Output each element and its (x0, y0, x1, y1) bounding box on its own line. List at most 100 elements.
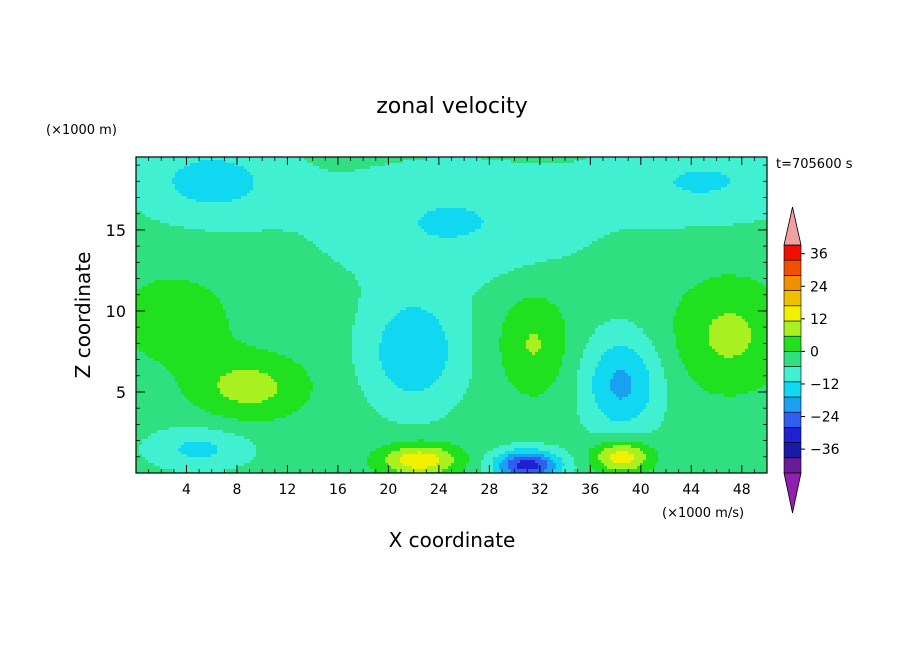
field-cell (544, 205, 547, 208)
field-cell (703, 184, 706, 187)
field-cell (151, 178, 154, 181)
field-cell (724, 169, 727, 172)
field-cell (730, 193, 733, 196)
field-cell (160, 187, 163, 190)
field-cell (460, 214, 463, 217)
field-cell (565, 196, 568, 199)
field-cell (208, 169, 211, 172)
field-cell (184, 172, 187, 175)
field-cell (478, 199, 481, 202)
field-cell (610, 190, 613, 193)
field-cell (688, 208, 691, 211)
field-cell (295, 163, 298, 166)
field-cell (448, 220, 451, 223)
field-cell (175, 172, 178, 175)
field-cell (724, 208, 727, 211)
field-cell (565, 202, 568, 205)
field-cell (202, 172, 205, 175)
field-cell (733, 205, 736, 208)
field-cell (172, 199, 175, 202)
field-cell (565, 172, 568, 175)
field-cell (496, 214, 499, 217)
field-cell (616, 202, 619, 205)
field-cell (490, 217, 493, 220)
field-cell (538, 217, 541, 220)
field-cell (535, 190, 538, 193)
field-cell (265, 166, 268, 169)
field-cell (217, 169, 220, 172)
field-cell (685, 166, 688, 169)
field-cell (568, 208, 571, 211)
field-cell (175, 202, 178, 205)
field-cell (496, 163, 499, 166)
field-cell (757, 214, 760, 217)
field-cell (358, 187, 361, 190)
field-cell (616, 172, 619, 175)
field-cell (211, 187, 214, 190)
field-cell (322, 160, 325, 163)
field-cell (187, 223, 190, 226)
field-cell (589, 217, 592, 220)
field-cell (727, 196, 730, 199)
field-cell (661, 208, 664, 211)
field-cell (412, 181, 415, 184)
field-cell (529, 181, 532, 184)
field-cell (208, 181, 211, 184)
field-cell (391, 163, 394, 166)
field-cell (235, 172, 238, 175)
field-cell (604, 160, 607, 163)
field-cell (688, 190, 691, 193)
field-cell (364, 181, 367, 184)
field-cell (415, 214, 418, 217)
field-cell (172, 163, 175, 166)
field-cell (607, 211, 610, 214)
field-cell (256, 184, 259, 187)
field-cell (727, 181, 730, 184)
field-cell (469, 193, 472, 196)
field-cell (232, 184, 235, 187)
field-cell (670, 178, 673, 181)
field-cell (586, 199, 589, 202)
field-cell (643, 175, 646, 178)
field-cell (472, 199, 475, 202)
field-cell (298, 169, 301, 172)
field-cell (268, 199, 271, 202)
field-cell (517, 163, 520, 166)
field-cell (736, 202, 739, 205)
field-cell (211, 172, 214, 175)
field-cell (586, 211, 589, 214)
field-cell (361, 184, 364, 187)
field-cell (400, 169, 403, 172)
field-cell (217, 166, 220, 169)
field-cell (190, 211, 193, 214)
field-cell (502, 226, 505, 229)
field-cell (499, 181, 502, 184)
field-cell (376, 166, 379, 169)
field-cell (529, 199, 532, 202)
field-cell (571, 169, 574, 172)
field-cell (703, 223, 706, 226)
field-cell (160, 178, 163, 181)
field-cell (736, 214, 739, 217)
field-cell (286, 217, 289, 220)
field-cell (757, 163, 760, 166)
field-cell (391, 208, 394, 211)
field-cell (499, 178, 502, 181)
field-cell (169, 214, 172, 217)
field-cell (619, 202, 622, 205)
field-cell (454, 202, 457, 205)
field-cell (220, 205, 223, 208)
field-cell (757, 199, 760, 202)
field-cell (310, 166, 313, 169)
field-cell (343, 226, 346, 229)
field-cell (469, 163, 472, 166)
field-cell (283, 202, 286, 205)
field-cell (670, 193, 673, 196)
field-cell (277, 169, 280, 172)
field-cell (475, 169, 478, 172)
field-cell (646, 175, 649, 178)
field-cell (697, 211, 700, 214)
field-cell (544, 217, 547, 220)
field-cell (367, 199, 370, 202)
field-cell (196, 187, 199, 190)
